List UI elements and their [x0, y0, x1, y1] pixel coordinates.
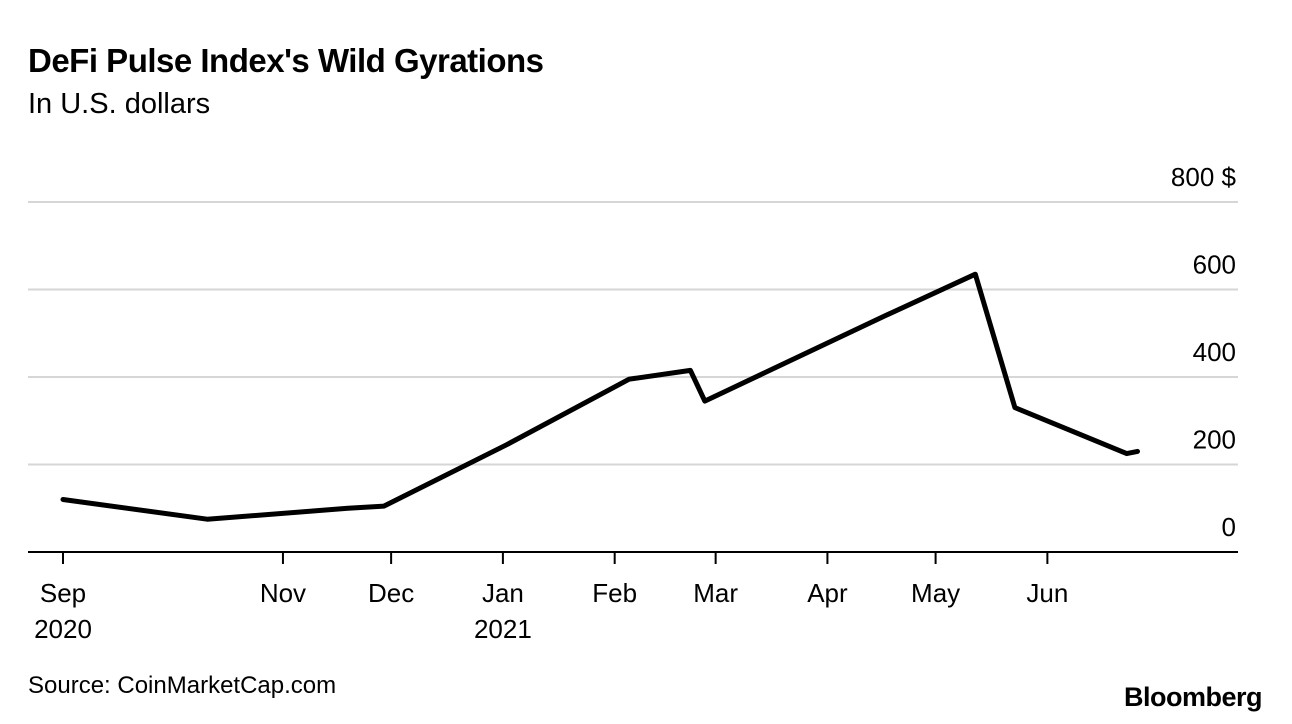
x-tick-label-nov: Nov — [260, 578, 306, 608]
y-tick-label-800: 800 $ — [1171, 162, 1237, 192]
x-tick-label-dec: Dec — [368, 578, 414, 608]
x-tick-label-sep: Sep — [40, 578, 86, 608]
y-tick-label-400: 400 — [1193, 337, 1236, 367]
x-tick-year-2021: 2021 — [474, 614, 532, 644]
y-tick-label-600: 600 — [1193, 250, 1236, 280]
x-tick-label-apr: Apr — [807, 578, 848, 608]
x-tick-label-mar: Mar — [693, 578, 738, 608]
x-tick-label-may: May — [911, 578, 960, 608]
x-tick-label-jun: Jun — [1026, 578, 1068, 608]
series-line-0 — [60, 271, 1140, 522]
x-tick-year-2020: 2020 — [34, 614, 92, 644]
bloomberg-logo: Bloomberg — [1124, 682, 1263, 712]
y-axis: 800 $ 600 400 200 0 — [1171, 162, 1237, 542]
y-tick-label-200: 200 — [1193, 425, 1236, 455]
source-note: Source: CoinMarketCap.com — [28, 672, 337, 699]
x-tick-label-jan: Jan — [482, 578, 524, 608]
chart-title: DeFi Pulse Index's Wild Gyrations — [28, 42, 544, 79]
y-tick-label-0: 0 — [1222, 512, 1236, 542]
x-axis: Sep 2020 Nov Dec Jan 2021 Feb Mar Apr May Jun — [28, 551, 1238, 644]
chart-subtitle: In U.S. dollars — [28, 88, 211, 120]
x-tick-label-feb: Feb — [592, 578, 637, 608]
series-group — [60, 271, 1140, 522]
